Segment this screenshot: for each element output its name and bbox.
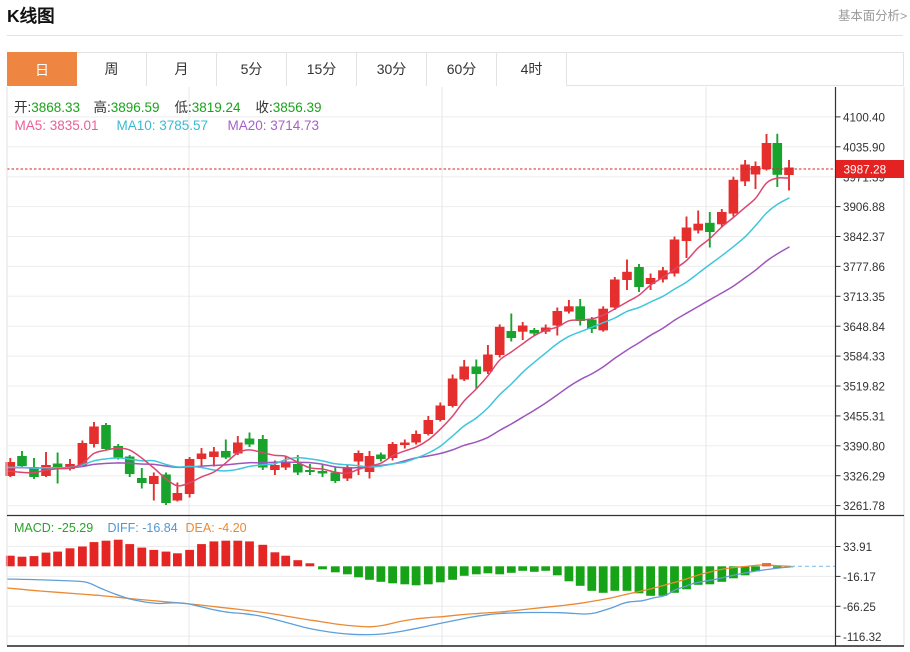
svg-text:3261.78: 3261.78 xyxy=(843,500,885,513)
svg-text:3987.28: 3987.28 xyxy=(844,162,887,176)
svg-text:3326.29: 3326.29 xyxy=(843,470,885,483)
svg-text:3648.84: 3648.84 xyxy=(843,321,885,334)
svg-text:3455.31: 3455.31 xyxy=(843,411,885,424)
svg-text:3906.88: 3906.88 xyxy=(843,201,885,214)
svg-text:3584.33: 3584.33 xyxy=(843,351,885,364)
svg-text:3842.37: 3842.37 xyxy=(843,231,885,244)
svg-text:-16.17: -16.17 xyxy=(843,571,876,584)
svg-text:3519.82: 3519.82 xyxy=(843,381,885,394)
svg-text:33.91: 33.91 xyxy=(843,541,872,554)
svg-text:4035.90: 4035.90 xyxy=(843,141,885,154)
svg-text:-66.25: -66.25 xyxy=(843,601,876,614)
svg-text:3713.35: 3713.35 xyxy=(843,291,885,304)
svg-text:3390.80: 3390.80 xyxy=(843,440,885,453)
svg-text:-116.32: -116.32 xyxy=(843,631,881,644)
svg-text:4100.40: 4100.40 xyxy=(843,112,885,125)
svg-text:3777.86: 3777.86 xyxy=(843,261,885,274)
